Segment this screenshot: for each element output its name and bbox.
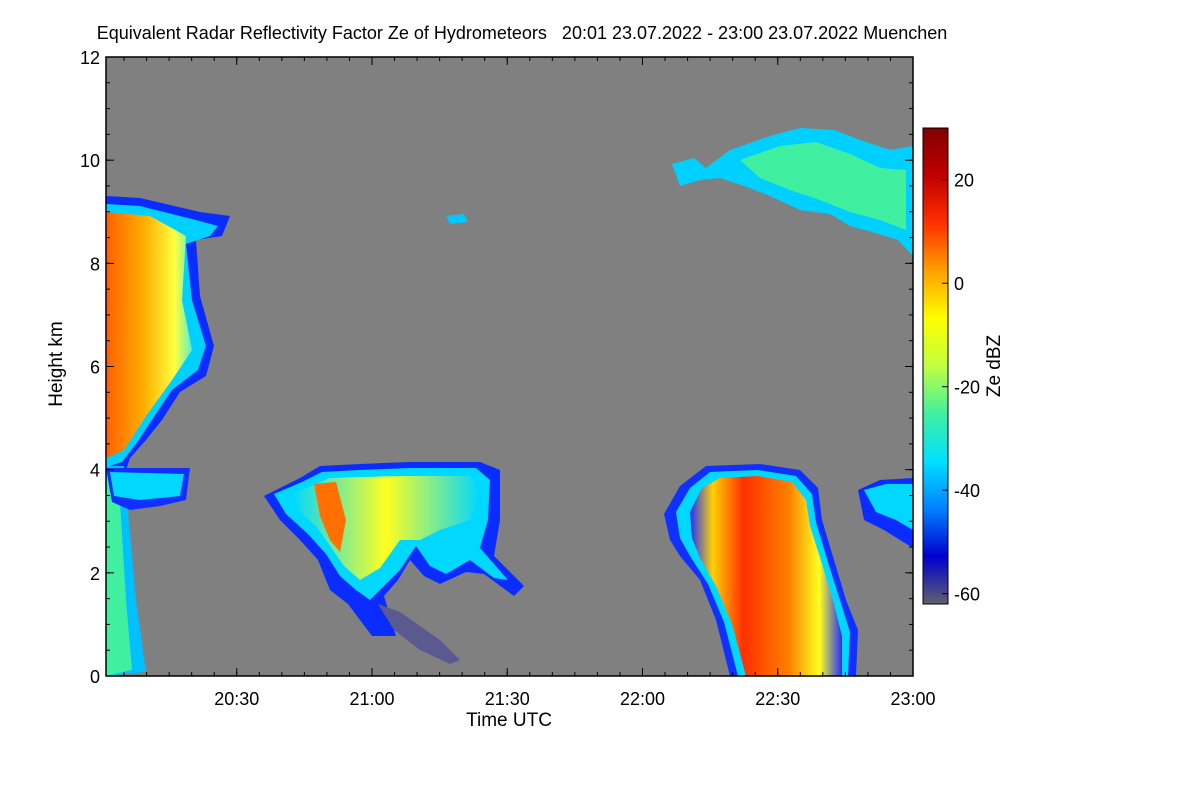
colorbar-tick-label: -40 [954, 481, 980, 501]
colorbar-tick-label: -60 [954, 585, 980, 605]
x-tick-label: 21:00 [349, 689, 394, 709]
colorbar: 20 0 -20 -40 -60 Ze dBZ [922, 127, 1005, 605]
x-axis: 20:30 21:00 21:30 22:00 22:30 23:00 [123, 57, 936, 709]
chart-title: Equivalent Radar Reflectivity Factor Ze … [97, 23, 948, 43]
y-tick-label: 0 [90, 667, 100, 687]
y-tick-label: 4 [90, 461, 100, 481]
x-tick-label: 22:30 [755, 689, 800, 709]
colorbar-tick-label: -20 [954, 378, 980, 398]
colorbar-label: Ze dBZ [984, 334, 1005, 397]
y-axis: 0 2 4 6 8 10 12 [80, 48, 913, 687]
x-tick-label: 20:30 [214, 689, 259, 709]
x-tick-label: 22:00 [620, 689, 665, 709]
colorbar-ticks: 20 0 -20 -40 -60 [942, 171, 980, 605]
x-axis-label: Time UTC [466, 710, 552, 731]
echo-small-ice-patch [446, 214, 468, 224]
echo-field [106, 128, 913, 676]
y-tick-label: 6 [90, 358, 100, 378]
colorbar-bar [922, 127, 949, 605]
x-tick-label: 21:30 [485, 689, 530, 709]
colorbar-tick-label: 0 [954, 274, 964, 294]
colorbar-tick-label: 20 [954, 171, 974, 191]
y-axis-label: Height km [46, 321, 67, 407]
y-tick-label: 12 [80, 48, 100, 68]
x-tick-label: 23:00 [890, 689, 935, 709]
y-tick-label: 2 [90, 564, 100, 584]
y-tick-label: 10 [80, 151, 100, 171]
y-tick-label: 8 [90, 254, 100, 274]
